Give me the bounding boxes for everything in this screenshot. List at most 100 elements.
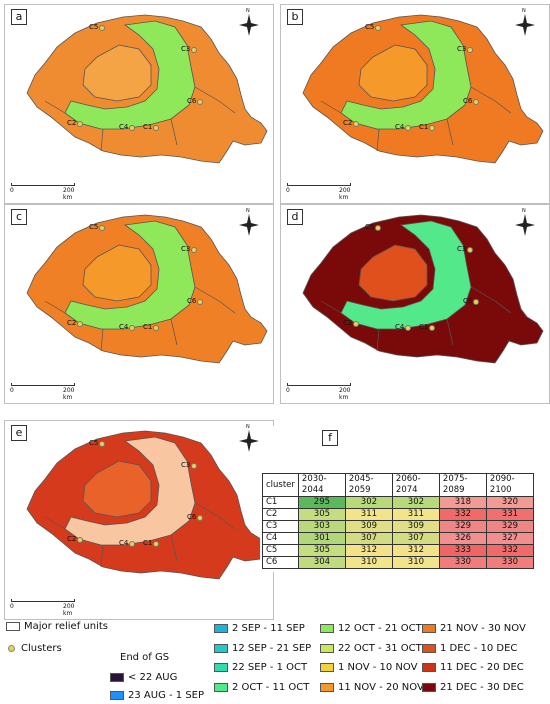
cluster-label: C2 (67, 119, 77, 127)
table-value-cell: 310 (344, 556, 393, 569)
table-value-cell: 302 (344, 496, 393, 509)
table-value-cell: 307 (391, 532, 440, 545)
cluster-marker (405, 125, 411, 131)
legend-class: 1 DEC - 10 DEC (422, 643, 517, 654)
panel-label-a: a (11, 9, 27, 25)
scale-start: 0 (10, 603, 14, 610)
scale-end: 200 km (339, 187, 351, 201)
cluster-label: C6 (463, 97, 473, 105)
table-value-cell: 320 (485, 496, 534, 509)
romania-map (26, 214, 268, 364)
north-arrow-icon: N (515, 208, 535, 236)
cluster-label: C1 (419, 123, 429, 131)
legend-class-label: 22 OCT - 31 OCT (338, 643, 422, 654)
legend-class-label: 23 AUG - 1 SEP (128, 690, 205, 701)
legend-class-label: 12 SEP - 21 SEP (232, 643, 312, 654)
table-value-cell: 302 (391, 496, 440, 509)
legend-class-label: < 22 AUG (128, 672, 178, 683)
cluster-marker (191, 463, 197, 469)
legend-swatch (320, 623, 334, 633)
scale-bar-line (287, 183, 351, 186)
north-label: N (246, 424, 250, 430)
table-value-cell: 307 (344, 532, 393, 545)
north-label: N (246, 208, 250, 214)
table-value-cell: 305 (297, 544, 346, 557)
legend-swatch (214, 643, 228, 653)
north-arrow-icon: N (239, 208, 259, 236)
north-arrow-icon: N (515, 8, 535, 36)
table-cluster-cell: C3 (262, 520, 299, 533)
legend-relief: Major relief units (6, 621, 108, 632)
legend-class-label: 2 OCT - 11 OCT (232, 682, 310, 693)
legend-clusters-label: Clusters (21, 643, 62, 654)
cluster-label: C1 (143, 123, 153, 131)
table-header-cell: 2090-2100 (485, 473, 534, 497)
transylvanian-basin (358, 244, 428, 302)
cluster-dot-icon (8, 644, 15, 652)
cluster-label: C6 (187, 513, 197, 521)
legend-class-label: 1 NOV - 10 NOV (338, 662, 418, 673)
north-label: N (522, 8, 526, 14)
table-value-cell: 330 (438, 556, 487, 569)
table-value-cell: 304 (297, 556, 346, 569)
romania-map (302, 14, 544, 164)
legend-swatch (110, 690, 124, 700)
table-row: C3 303 309 309 329 329 (262, 520, 534, 533)
table-header-cell: 2045-2059 (344, 473, 393, 497)
cluster-label: C5 (89, 223, 99, 231)
transylvanian-basin (82, 244, 152, 302)
cluster-label: C4 (119, 539, 129, 547)
transylvanian-basin (358, 44, 428, 102)
legend-class-label: 21 DEC - 30 DEC (440, 682, 524, 693)
scale-bar-line (287, 383, 351, 386)
table-cluster-cell: C5 (262, 544, 299, 557)
table-header-cell: cluster (262, 473, 299, 497)
cluster-marker (473, 99, 479, 105)
scale-bar: 0 200 km (10, 183, 75, 201)
legend-swatch (214, 682, 228, 692)
panel-label-c: c (11, 209, 27, 225)
table-row: C2 305 311 311 332 331 (262, 508, 534, 521)
table-value-cell: 327 (485, 532, 534, 545)
scale-bar-line (11, 383, 75, 386)
cluster-label: C3 (457, 45, 467, 53)
cluster-label: C3 (181, 245, 191, 253)
legend-class: < 22 AUG (110, 672, 177, 683)
cluster-marker (405, 325, 411, 331)
scale-end: 200 km (63, 187, 75, 201)
cluster-label: C6 (463, 297, 473, 305)
legend-class: 1 NOV - 10 NOV (320, 662, 417, 673)
relief-unit-borders (44, 86, 236, 152)
legend-end-of-gs-title: End of GS (120, 652, 170, 663)
transylvanian-basin (82, 44, 152, 102)
table-cluster-cell: C4 (262, 532, 299, 545)
scale-start: 0 (10, 187, 14, 194)
table-value-cell: 295 (297, 496, 346, 509)
cluster-marker (467, 247, 473, 253)
relief-unit-borders (44, 286, 236, 352)
cluster-label: C2 (67, 535, 77, 543)
north-label: N (246, 8, 250, 14)
cluster-marker (429, 125, 435, 131)
table-header-cell: 2060-2074 (391, 473, 440, 497)
cluster-marker (129, 125, 135, 131)
legend-swatch (422, 682, 436, 692)
cluster-marker (77, 121, 83, 127)
cluster-marker (353, 321, 359, 327)
table-value-cell: 332 (438, 508, 487, 521)
cluster-marker (99, 25, 105, 31)
scale-start: 0 (10, 387, 14, 394)
legend-class: 22 SEP - 1 OCT (214, 662, 307, 673)
legend-swatch (320, 643, 334, 653)
table-value-cell: 311 (344, 508, 393, 521)
cluster-marker (129, 541, 135, 547)
cluster-label: C5 (89, 439, 99, 447)
legend-relief-label: Major relief units (24, 621, 108, 632)
cluster-label: C6 (187, 297, 197, 305)
cluster-label: C2 (343, 319, 353, 327)
legend-class-label: 12 OCT - 21 OCT (338, 623, 422, 634)
cluster-marker (353, 121, 359, 127)
cluster-label: C5 (89, 23, 99, 31)
table-value-cell: 332 (485, 544, 534, 557)
cluster-label: C5 (365, 23, 375, 31)
